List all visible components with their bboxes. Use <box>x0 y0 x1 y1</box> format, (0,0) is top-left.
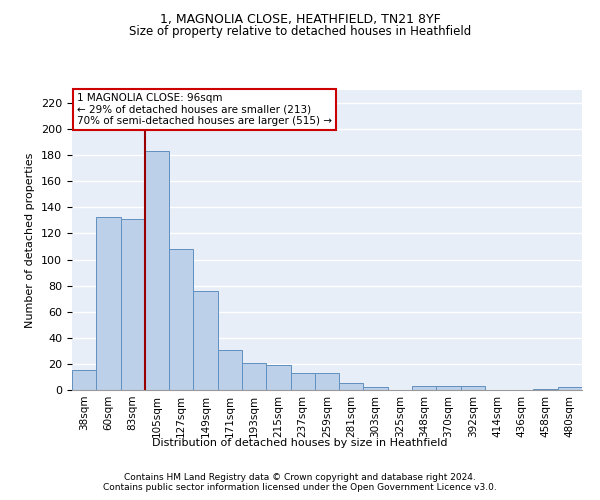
Text: Size of property relative to detached houses in Heathfield: Size of property relative to detached ho… <box>129 25 471 38</box>
Text: Contains HM Land Registry data © Crown copyright and database right 2024.: Contains HM Land Registry data © Crown c… <box>124 472 476 482</box>
Text: Distribution of detached houses by size in Heathfield: Distribution of detached houses by size … <box>152 438 448 448</box>
Bar <box>193 291 218 390</box>
Text: 1, MAGNOLIA CLOSE, HEATHFIELD, TN21 8YF: 1, MAGNOLIA CLOSE, HEATHFIELD, TN21 8YF <box>160 12 440 26</box>
Bar <box>339 384 364 390</box>
Bar <box>364 388 388 390</box>
Bar <box>242 362 266 390</box>
Bar <box>315 373 339 390</box>
Bar <box>533 388 558 390</box>
Bar <box>290 373 315 390</box>
Text: 1 MAGNOLIA CLOSE: 96sqm
← 29% of detached houses are smaller (213)
70% of semi-d: 1 MAGNOLIA CLOSE: 96sqm ← 29% of detache… <box>77 93 332 126</box>
Bar <box>558 388 582 390</box>
Bar <box>461 386 485 390</box>
Bar <box>72 370 96 390</box>
Bar <box>145 152 169 390</box>
Bar <box>266 365 290 390</box>
Bar <box>436 386 461 390</box>
Bar <box>96 216 121 390</box>
Bar <box>412 386 436 390</box>
Text: Contains public sector information licensed under the Open Government Licence v3: Contains public sector information licen… <box>103 482 497 492</box>
Bar <box>218 350 242 390</box>
Bar <box>121 219 145 390</box>
Y-axis label: Number of detached properties: Number of detached properties <box>25 152 35 328</box>
Bar <box>169 249 193 390</box>
